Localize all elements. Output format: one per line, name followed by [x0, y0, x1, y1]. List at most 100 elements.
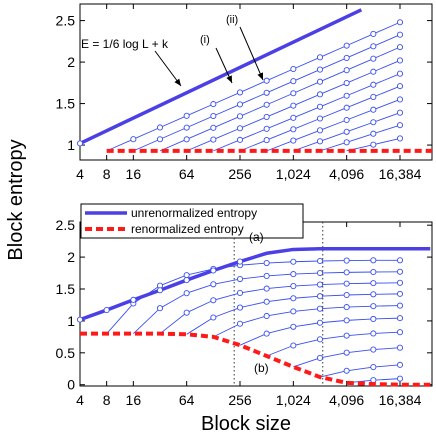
data-point — [370, 303, 377, 310]
y-tick-label: 2 — [67, 249, 75, 265]
data-point — [343, 367, 350, 374]
data-point — [370, 346, 377, 353]
y-tick-label: 2.5 — [56, 13, 76, 29]
y-tick-label: 2.5 — [56, 217, 76, 233]
data-point — [210, 124, 217, 131]
data-point — [290, 258, 297, 265]
data-point — [396, 268, 404, 275]
data-point — [183, 136, 190, 143]
data-point — [290, 282, 297, 290]
data-point — [396, 83, 404, 90]
data-point — [183, 124, 190, 131]
data-point — [370, 130, 377, 137]
y-tick-label: 1.5 — [56, 96, 76, 112]
data-point — [396, 44, 404, 51]
data-point — [236, 113, 244, 120]
data-point — [183, 290, 190, 297]
data-point — [316, 319, 324, 326]
data-point — [370, 93, 377, 100]
data-point — [236, 136, 244, 143]
data-point — [263, 312, 270, 320]
legend-box — [80, 203, 304, 239]
data-point — [263, 330, 270, 337]
x-tick-label: 4,096 — [329, 166, 364, 182]
arrow-head — [174, 78, 181, 86]
data-point — [210, 267, 217, 274]
data-point — [290, 126, 297, 133]
x-tick-label: 4 — [76, 166, 84, 182]
formula-annotation: E = 1/6 log L + k — [81, 37, 169, 51]
data-point — [263, 272, 270, 279]
data-point — [396, 257, 404, 264]
data-point — [76, 140, 84, 147]
y-tick-label: 1 — [67, 137, 75, 153]
data-point — [290, 137, 297, 144]
x-tick-label: 64 — [179, 392, 195, 408]
thin-series-line — [266, 99, 401, 152]
x-tick-label: 8 — [103, 166, 111, 182]
data-point — [370, 43, 377, 50]
arrow-line — [239, 26, 264, 81]
data-point — [396, 279, 404, 286]
data-point — [103, 307, 110, 314]
data-point — [343, 269, 350, 276]
data-point — [290, 308, 297, 315]
data-point — [263, 125, 270, 132]
data-point — [343, 291, 350, 299]
data-point — [343, 280, 350, 287]
data-point — [290, 114, 297, 121]
data-point — [263, 77, 270, 84]
annotation-a: (a) — [249, 230, 264, 244]
data-point — [316, 66, 324, 73]
data-point — [370, 106, 377, 113]
data-point — [396, 344, 404, 351]
data-point — [396, 57, 404, 64]
x-axis-label: Block size — [201, 413, 291, 435]
thin-series-line — [319, 364, 401, 378]
data-point — [370, 291, 377, 298]
data-point — [316, 336, 324, 343]
x-tick-label: 16 — [126, 392, 142, 408]
data-point — [236, 101, 244, 108]
data-point — [343, 104, 350, 111]
data-point — [156, 287, 164, 294]
data-point — [210, 136, 217, 143]
data-point — [236, 125, 244, 132]
data-point — [316, 78, 324, 85]
data-point — [370, 55, 377, 62]
data-point — [343, 349, 350, 356]
data-point — [396, 109, 404, 116]
data-point — [316, 305, 324, 312]
data-point — [290, 78, 297, 85]
thin-series-line — [159, 46, 401, 152]
data-point — [370, 280, 377, 287]
data-point — [396, 96, 404, 103]
y-axis-label: Block entropy — [5, 139, 27, 260]
thin-series-line — [266, 331, 401, 357]
data-point — [370, 363, 377, 371]
data-point — [343, 332, 350, 339]
x-tick-label: 4,096 — [329, 392, 364, 408]
data-point — [290, 102, 297, 109]
data-point — [236, 289, 244, 296]
data-point — [396, 329, 404, 336]
x-tick-label: 256 — [228, 166, 252, 182]
thin-series-line — [106, 259, 400, 334]
annotation-ii: (ii) — [226, 14, 238, 26]
data-point — [156, 305, 164, 312]
arrow-head — [226, 75, 232, 83]
data-point — [290, 295, 297, 302]
arrow-line — [154, 50, 182, 87]
data-point — [156, 124, 164, 131]
data-point — [396, 302, 404, 309]
x-tick-label: 1,024 — [276, 166, 311, 182]
legend: unrenormalized entropy renormalized entro… — [80, 203, 304, 239]
data-point — [183, 112, 190, 119]
legend-label-renormalized: renormalized entropy — [131, 222, 244, 236]
data-point — [263, 101, 270, 108]
data-point — [343, 317, 350, 324]
data-point — [290, 90, 297, 97]
data-point — [316, 103, 324, 110]
data-point — [370, 268, 377, 276]
data-point — [370, 30, 377, 37]
